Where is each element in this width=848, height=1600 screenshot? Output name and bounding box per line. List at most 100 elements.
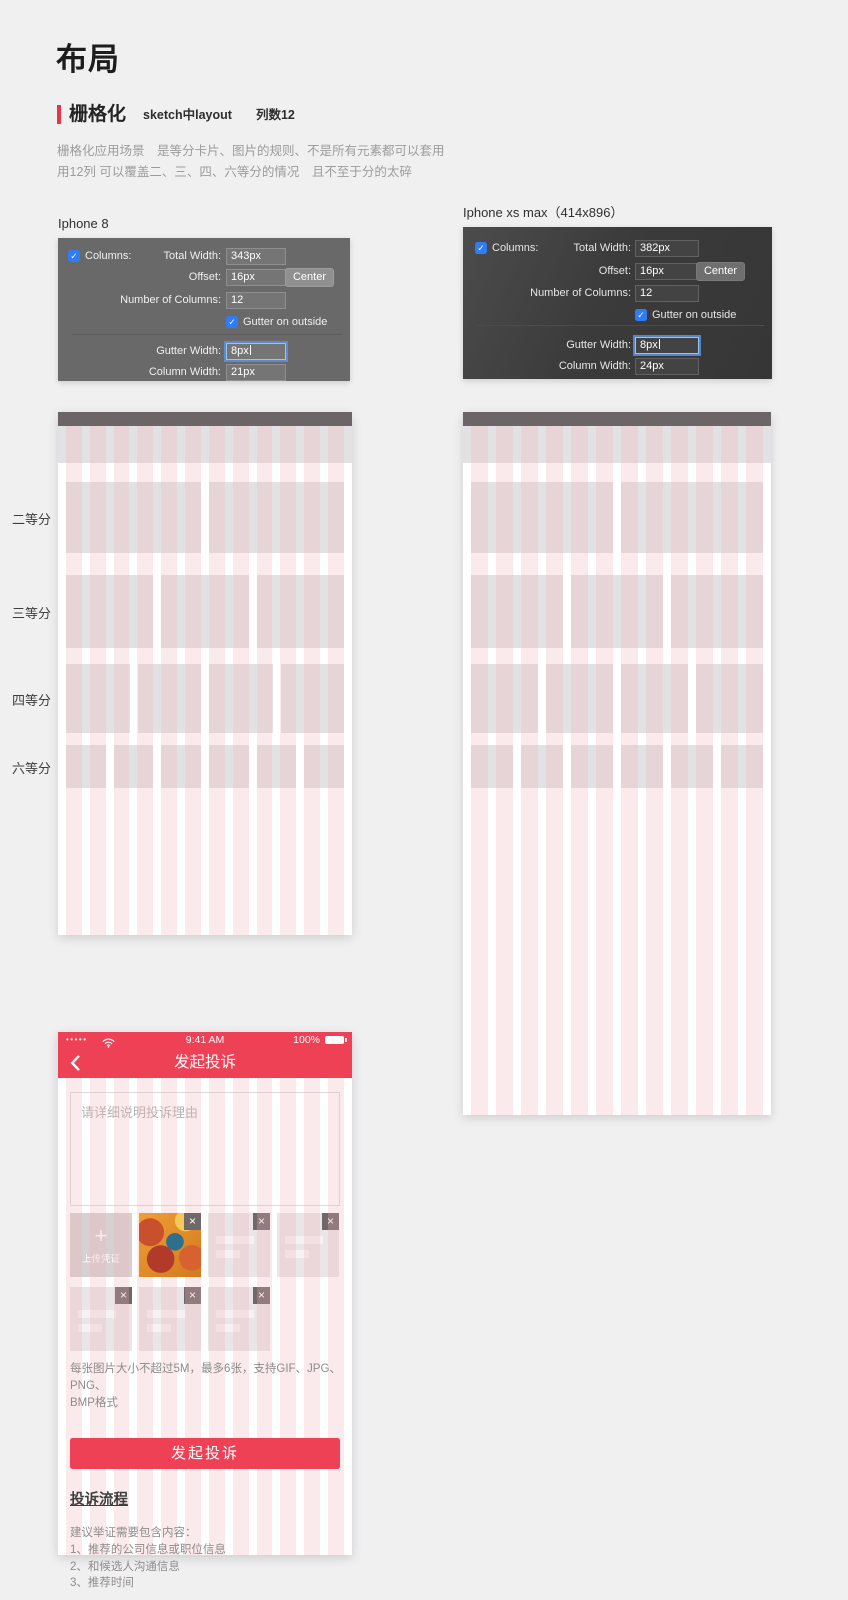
upload-credential-button[interactable]: + 上传凭证 xyxy=(70,1213,132,1277)
column-width-label: Column Width: xyxy=(558,360,631,372)
panel-row: ✓ Columns: Total Width: 382px xyxy=(463,240,772,257)
columns-checkbox-label: Columns: xyxy=(492,242,539,254)
panel-row: ✓ Columns: Total Width: 343px xyxy=(58,248,350,265)
offset-input[interactable]: 16px xyxy=(226,269,286,286)
grid-card xyxy=(721,745,763,788)
tip-item: 2、和候选人沟通信息 xyxy=(70,1560,180,1573)
section-title: 栅格化 xyxy=(69,104,127,125)
skeleton-bar xyxy=(78,1324,102,1332)
grid-card xyxy=(671,745,713,788)
remove-image-button[interactable]: × xyxy=(322,1213,339,1230)
column-width-input[interactable]: 24px xyxy=(635,358,699,375)
number-of-columns-label: Number of Columns: xyxy=(120,294,221,306)
image-placeholder: × xyxy=(139,1287,201,1351)
remove-image-button[interactable]: × xyxy=(184,1213,201,1230)
tips-title: 建议举证需要包含内容： xyxy=(70,1527,197,1539)
row-three-split xyxy=(58,575,352,648)
panel-row: ✓ Gutter on outside xyxy=(463,307,772,324)
skeleton-bar xyxy=(285,1236,323,1244)
section-subtitle: sketch中layout xyxy=(143,108,232,122)
number-of-columns-input[interactable]: 12 xyxy=(635,285,699,302)
description-line: 栅格化应用场景 是等分卡片、图片的规则、不是所有元素都可以套用 xyxy=(57,144,445,158)
skeleton-bar xyxy=(285,1250,309,1258)
row-three-split xyxy=(463,575,771,648)
device-statusbar xyxy=(463,412,771,426)
grid-card xyxy=(66,745,106,788)
textarea-placeholder: 请详细说明投诉理由 xyxy=(81,1105,199,1120)
submit-complaint-button[interactable]: 发起投诉 xyxy=(70,1438,340,1469)
grid-card xyxy=(161,575,249,648)
panel-row: Gutter Width: 8px xyxy=(463,337,772,354)
remove-image-button[interactable]: × xyxy=(253,1213,270,1230)
section-column-count: 列数12 xyxy=(255,108,295,122)
row-two-split xyxy=(463,482,771,553)
panel-row: Offset: 16px Center xyxy=(58,268,350,287)
total-width-input[interactable]: 343px xyxy=(226,248,286,265)
grid-card xyxy=(113,745,154,788)
gutter-outside-checkbox[interactable]: ✓ xyxy=(635,309,647,321)
columns-checkbox[interactable]: ✓ xyxy=(68,250,80,262)
grid-card xyxy=(66,482,201,553)
device-header-band xyxy=(463,426,771,463)
gutter-outside-checkbox[interactable]: ✓ xyxy=(226,316,238,328)
complaint-process-link[interactable]: 投诉流程 xyxy=(70,1492,128,1508)
skeleton-bar xyxy=(147,1310,185,1318)
panel-row: Column Width: 21px xyxy=(58,364,350,381)
panel-divider xyxy=(72,334,342,335)
gutter-width-input[interactable]: 8px xyxy=(635,337,699,354)
back-chevron-icon xyxy=(70,1055,80,1071)
grid-card xyxy=(137,664,201,733)
total-width-input[interactable]: 382px xyxy=(635,240,699,257)
grid-card xyxy=(256,575,344,648)
panel-row: Offset: 16px Center xyxy=(463,262,772,281)
grid-card xyxy=(696,664,763,733)
grid-card xyxy=(571,745,613,788)
skeleton-bar xyxy=(216,1250,240,1258)
remove-image-button[interactable]: × xyxy=(184,1287,201,1304)
grid-card xyxy=(471,575,563,648)
image-placeholder: × xyxy=(70,1287,132,1351)
image-placeholder: × xyxy=(208,1213,270,1277)
grid-card xyxy=(671,575,763,648)
center-button[interactable]: Center xyxy=(696,262,745,281)
back-button[interactable] xyxy=(70,1055,80,1076)
page-title: 布局 xyxy=(56,42,120,77)
offset-input[interactable]: 16px xyxy=(635,263,699,280)
section-description: 栅格化应用场景 是等分卡片、图片的规则、不是所有元素都可以套用 用12列 可以覆… xyxy=(57,141,445,183)
upload-button-label: 上传凭证 xyxy=(81,1254,120,1265)
grid-card xyxy=(161,745,201,788)
grid-card xyxy=(304,745,344,788)
row-six-split xyxy=(463,745,771,788)
columns-checkbox[interactable]: ✓ xyxy=(475,242,487,254)
wifi-icon xyxy=(102,1035,115,1053)
row-four-split xyxy=(58,664,352,733)
device-header-band xyxy=(58,426,352,463)
remove-image-button[interactable]: × xyxy=(115,1287,132,1304)
column-width-input[interactable]: 21px xyxy=(226,364,286,381)
battery-icon xyxy=(325,1036,347,1044)
grid-card xyxy=(621,664,688,733)
signal-strength-icon: ••••• xyxy=(66,1035,88,1044)
column-width-label: Column Width: xyxy=(148,366,221,378)
remove-image-button[interactable]: × xyxy=(253,1287,270,1304)
grid-card xyxy=(621,745,663,788)
row-six-split xyxy=(58,745,352,788)
grid-card xyxy=(471,745,513,788)
panel-row: Number of Columns: 12 xyxy=(463,285,772,302)
image-placeholder: × xyxy=(208,1287,270,1351)
skeleton-bar xyxy=(147,1324,171,1332)
total-width-label: Total Width: xyxy=(573,242,631,254)
center-button[interactable]: Center xyxy=(285,268,334,287)
phone-body: 请详细说明投诉理由 + 上传凭证 × × × xyxy=(58,1078,352,1589)
gutter-width-input[interactable]: 8px xyxy=(226,343,286,360)
uploaded-image-thumbnail: × xyxy=(139,1213,201,1277)
total-width-label: Total Width: xyxy=(163,250,221,262)
offset-label: Offset: xyxy=(188,271,221,283)
status-time: 9:41 AM xyxy=(185,1034,225,1046)
grid-cards-layer xyxy=(463,482,771,788)
complaint-reason-textarea[interactable]: 请详细说明投诉理由 xyxy=(70,1092,340,1206)
number-of-columns-input[interactable]: 12 xyxy=(226,292,286,309)
section-accent-bar xyxy=(57,105,61,124)
row-two-split xyxy=(58,482,352,553)
